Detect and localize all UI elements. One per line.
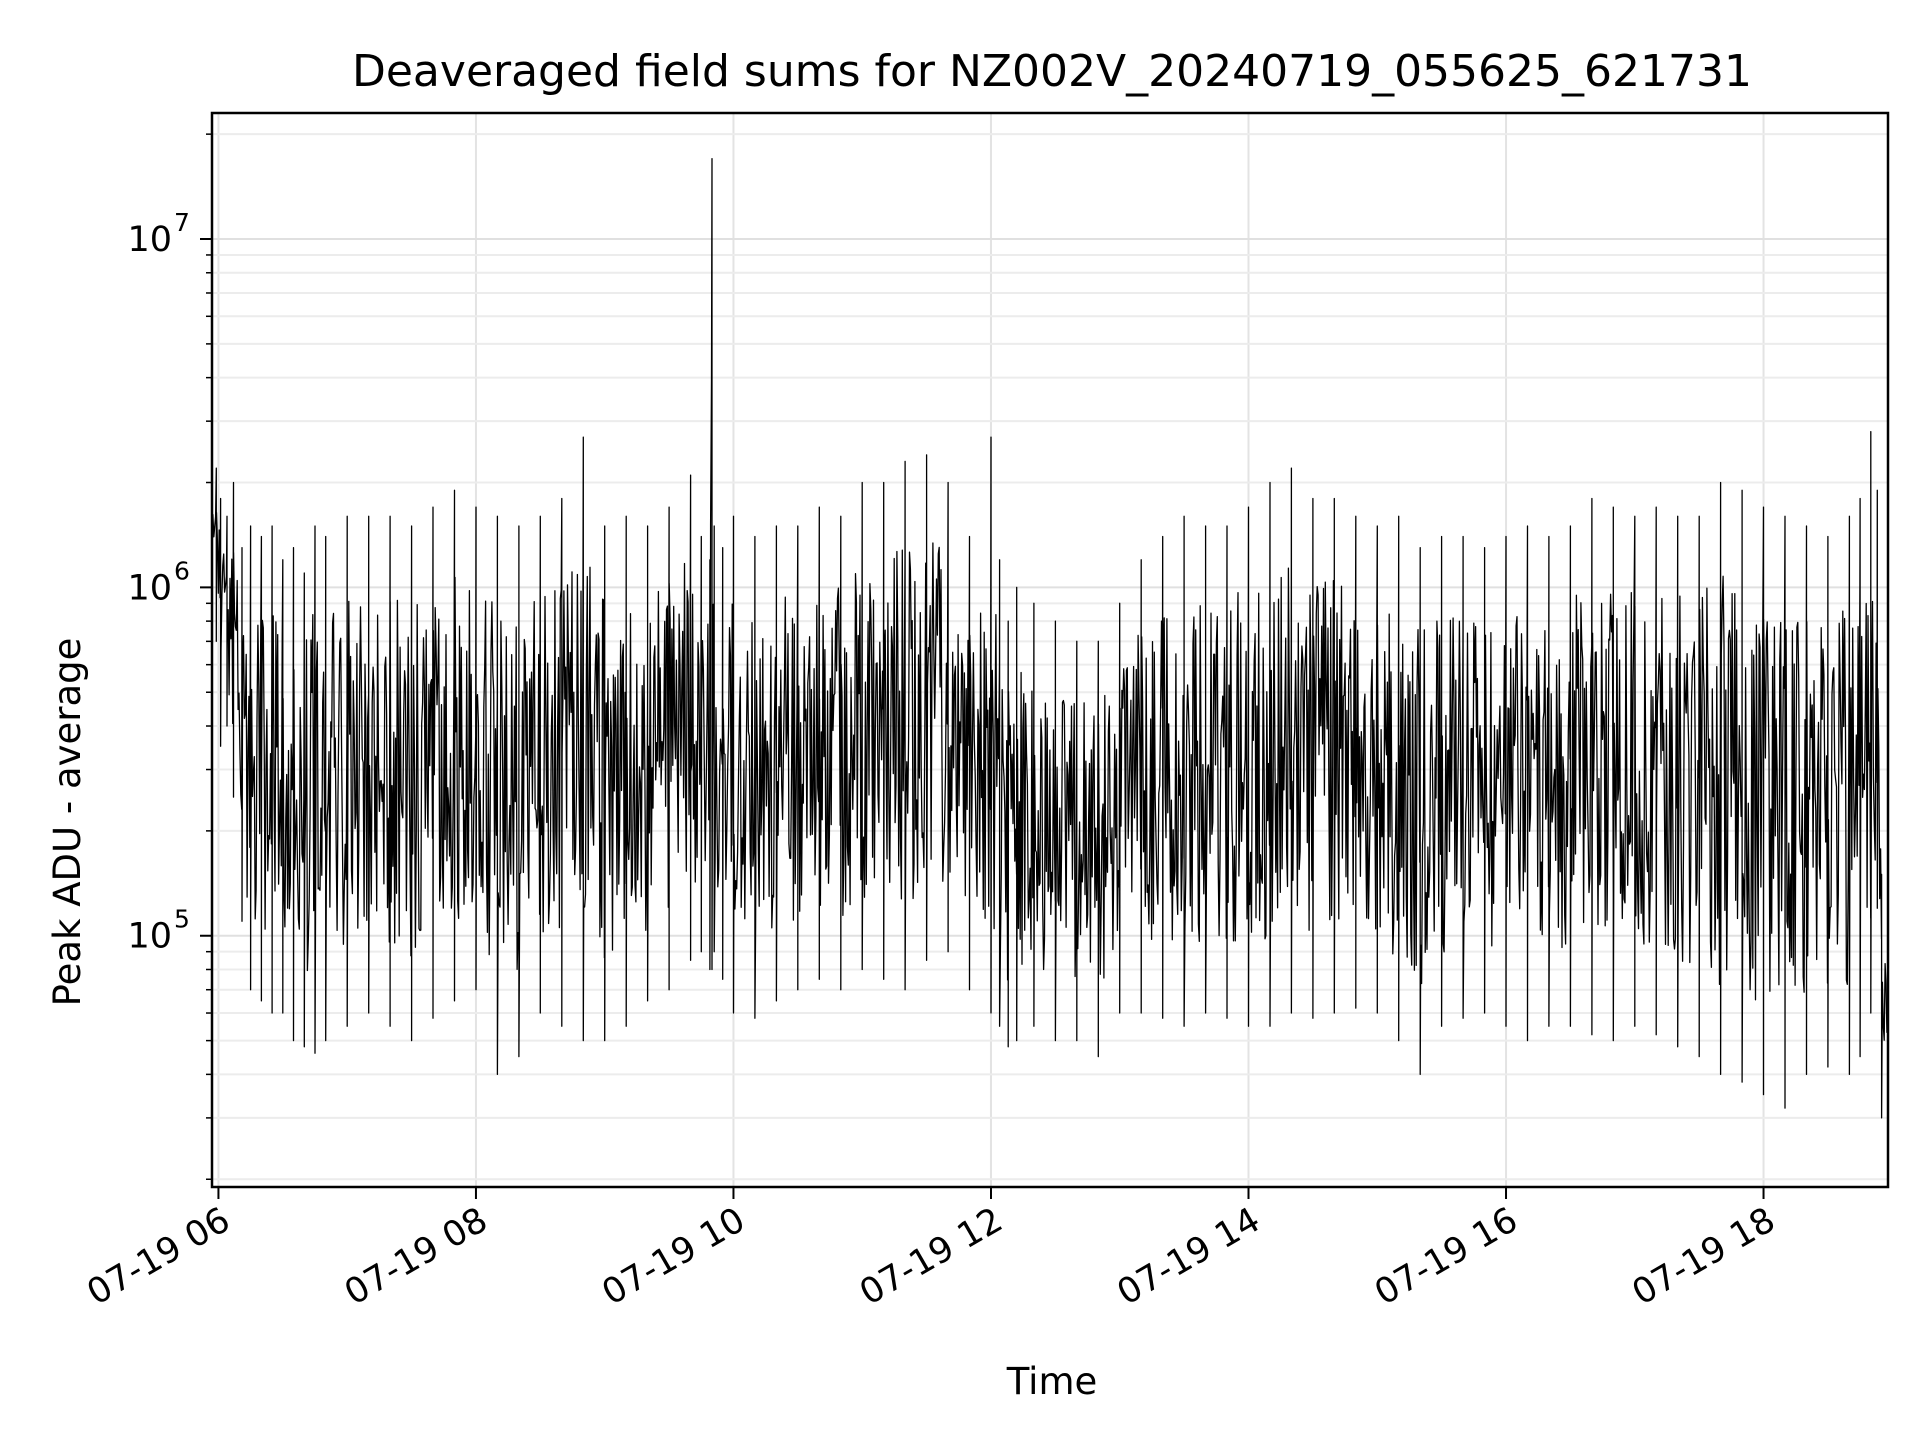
series-line-0 [211, 158, 1889, 1146]
y-tick-exponent: 5 [174, 905, 190, 934]
x-axis-label: Time [1006, 1360, 1098, 1403]
chart-title: Deaveraged field sums for NZ002V_2024071… [352, 46, 1752, 97]
x-tick-label: 07-19 06 [81, 1200, 237, 1313]
x-tick-label: 07-19 12 [853, 1200, 1009, 1313]
x-tick-label: 07-19 10 [596, 1200, 752, 1313]
y-axis-label: Peak ADU - average [46, 638, 89, 1007]
x-tick-label: 07-19 14 [1111, 1200, 1267, 1313]
y-tick-exponent: 7 [174, 208, 190, 237]
x-tick-label: 07-19 16 [1368, 1200, 1524, 1313]
series-group [211, 158, 1889, 1146]
x-tick-label: 07-19 18 [1626, 1200, 1782, 1313]
gridlines [212, 113, 1888, 1187]
y-tick-exponent: 6 [174, 556, 190, 585]
y-tick-label: 10 [127, 220, 172, 260]
x-tick-label: 07-19 08 [338, 1200, 494, 1313]
y-tick-label: 10 [127, 568, 172, 608]
plot-frame [210, 111, 1890, 1189]
y-tick-label: 10 [127, 917, 172, 957]
